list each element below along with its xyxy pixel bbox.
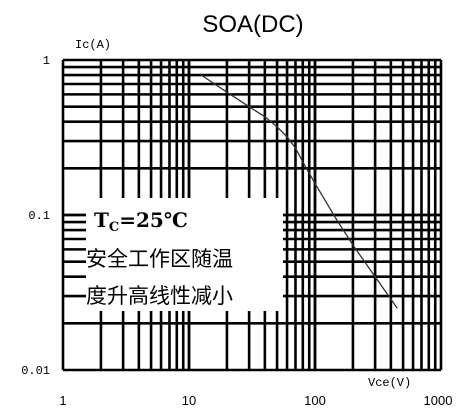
x-tick-labels: 1 10 100 1000 bbox=[59, 393, 452, 408]
series-line bbox=[200, 74, 398, 309]
x-tick-label: 10 bbox=[182, 393, 196, 408]
annotation-condition-sub: C bbox=[109, 220, 119, 235]
y-axis-label: Ic(A) bbox=[75, 38, 111, 52]
x-tick-label: 1 bbox=[59, 393, 66, 408]
x-tick-label: 100 bbox=[304, 393, 326, 408]
annotation-condition: TC=25℃ bbox=[94, 208, 188, 235]
y-tick-label: 1 bbox=[43, 54, 50, 68]
annotation-condition-prefix: T bbox=[94, 208, 109, 232]
annotation-box bbox=[86, 198, 283, 311]
annotation-line-2: 度升高线性减小 bbox=[86, 284, 233, 308]
annotation-line-1: 安全工作区随温 bbox=[86, 247, 233, 271]
x-axis-label: Vce(V) bbox=[368, 376, 411, 390]
y-tick-label: 0.01 bbox=[21, 364, 50, 378]
x-tick-label: 1000 bbox=[424, 393, 453, 408]
y-tick-labels: 1 0.1 0.01 bbox=[21, 54, 50, 378]
y-tick-label: 0.1 bbox=[28, 209, 50, 223]
annotation-condition-value: =25℃ bbox=[119, 208, 188, 232]
chart-title: SOA(DC) bbox=[202, 11, 303, 38]
